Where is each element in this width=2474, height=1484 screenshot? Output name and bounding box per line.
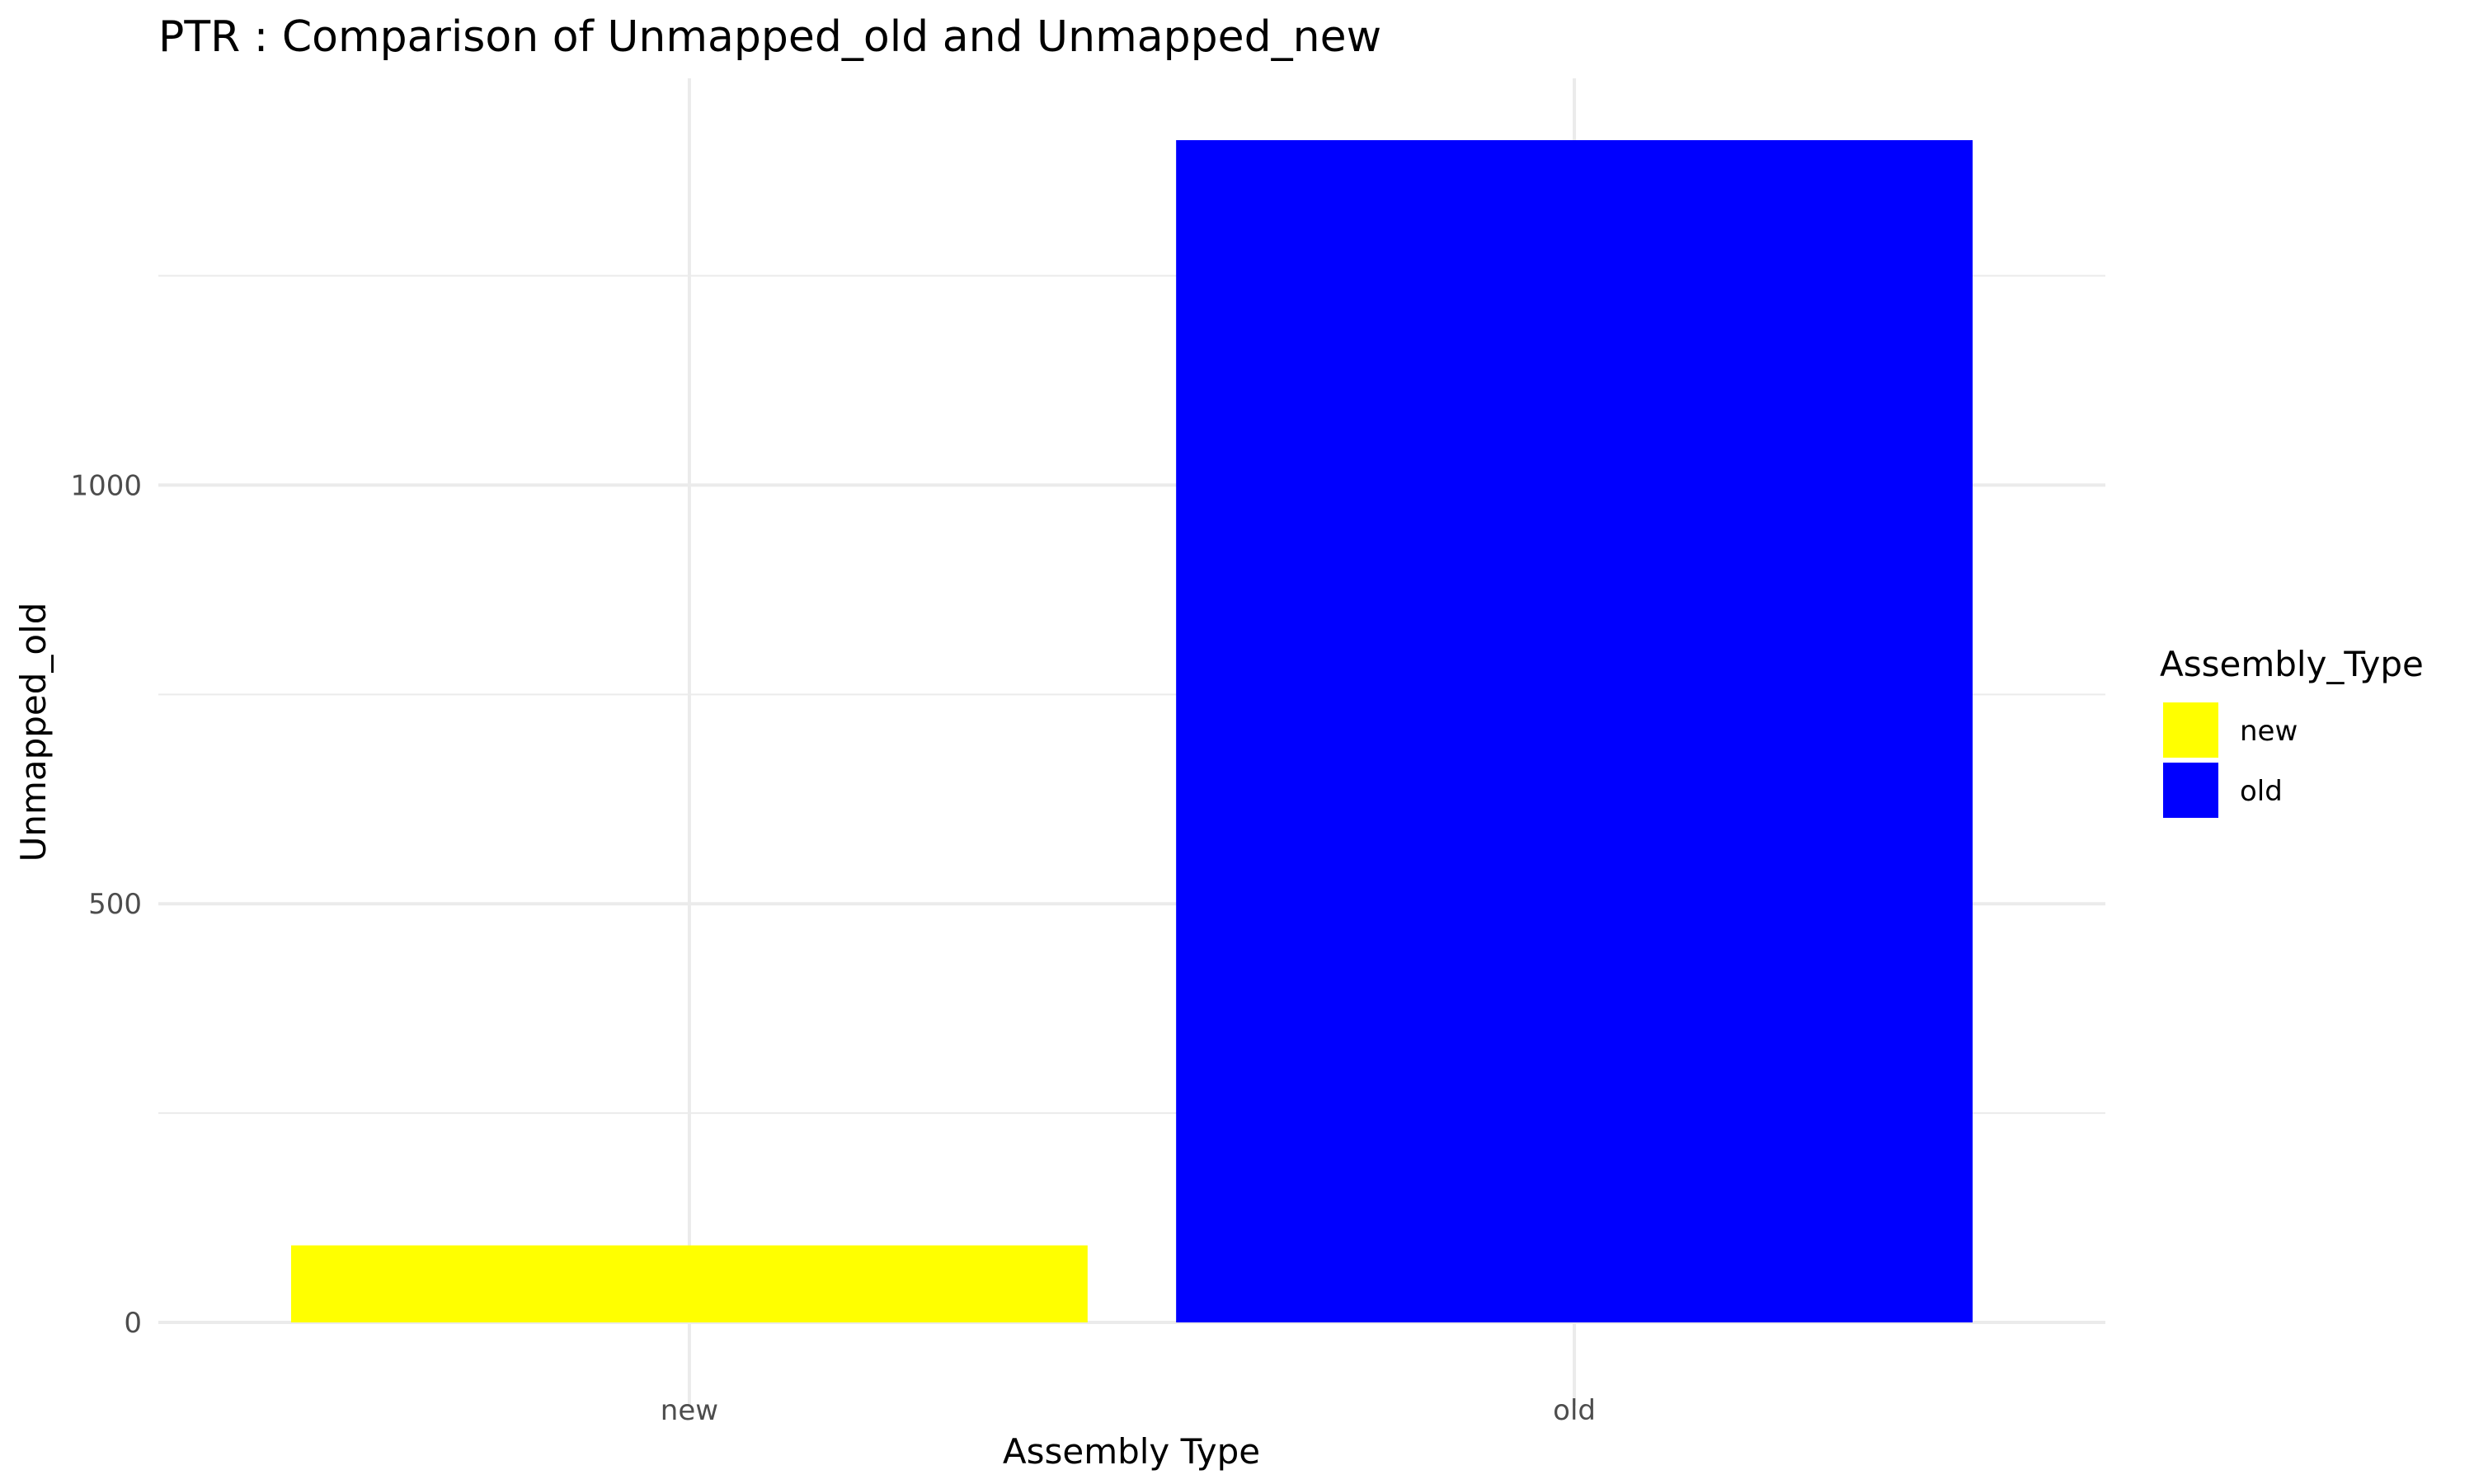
x-tick-label: old bbox=[1553, 1394, 1596, 1427]
y-tick-label: 0 bbox=[124, 1307, 142, 1340]
x-axis-ticks: new old bbox=[661, 1394, 1596, 1427]
legend-key-new bbox=[2163, 702, 2218, 758]
x-tick-label: new bbox=[661, 1394, 718, 1427]
legend-label-new: new bbox=[2240, 715, 2298, 748]
y-axis-ticks: 0 500 1000 bbox=[70, 469, 142, 1340]
y-tick-label: 1000 bbox=[70, 469, 142, 502]
legend-key-old bbox=[2163, 763, 2218, 818]
bars bbox=[290, 140, 1973, 1322]
bar-old bbox=[1176, 140, 1973, 1322]
legend: Assembly_Type new old bbox=[2160, 644, 2424, 818]
legend-label-old: old bbox=[2240, 775, 2283, 808]
chart-title: PTR : Comparison of Unmapped_old and Unm… bbox=[158, 12, 1381, 62]
legend-title: Assembly_Type bbox=[2160, 644, 2424, 684]
bar-new bbox=[290, 1245, 1088, 1322]
y-axis-title: Unmapped_old bbox=[13, 603, 54, 862]
y-tick-label: 500 bbox=[88, 888, 142, 921]
x-axis-title: Assembly Type bbox=[1003, 1431, 1260, 1472]
